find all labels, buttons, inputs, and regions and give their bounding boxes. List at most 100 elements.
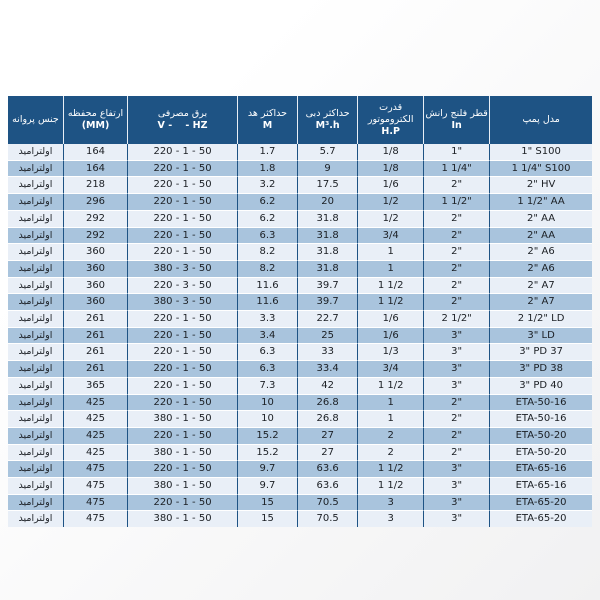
table-cell: 2" AA: [489, 209, 592, 227]
table-row: اولترامید 360 380 - 3 - 50 11.6 39.7 1 1/2 2" 2…: [8, 293, 592, 311]
table-cell: ETA-50-20: [489, 426, 592, 444]
table-cell: 3/4: [357, 360, 424, 377]
table-cell: اولترامید: [8, 360, 63, 377]
table-cell: 2": [423, 393, 490, 411]
table-cell: 1 1/4": [423, 159, 490, 177]
table-cell: 2 1/2" LD: [489, 310, 592, 327]
table-row: اولترامید 425 220 - 1 - 50 10 26.8 1 2" ETA-50-…: [8, 393, 592, 411]
table-cell: 425: [62, 410, 128, 427]
table-cell: 8.2: [236, 259, 298, 277]
table-cell: 15.2: [236, 426, 298, 444]
column-header-line: مدل پمپ: [522, 114, 560, 125]
table-cell: 3: [357, 493, 424, 511]
column-header-line: M³.h: [315, 120, 340, 131]
table-cell: 2" A7: [489, 293, 592, 311]
table-cell: 164: [62, 159, 128, 177]
table-cell: 1/2: [357, 209, 424, 227]
table-cell: 220 - 1 - 50: [127, 310, 237, 327]
table-cell: 2": [423, 243, 490, 260]
table-row: اولترامید 475 380 - 1 - 50 15 70.5 3 3" ETA-65-…: [8, 510, 592, 528]
table-cell: اولترامید: [8, 310, 63, 327]
table-cell: 475: [62, 493, 128, 511]
table-cell: 380 - 1 - 50: [127, 410, 237, 427]
table-cell: 220 - 1 - 50: [127, 493, 237, 511]
table-cell: 1 1/4" S100: [489, 159, 592, 177]
column-header-housing-height: ارتفاع محفظه (MM): [62, 96, 128, 144]
column-header-line: قطر فلنج رانش: [425, 108, 488, 119]
table-cell: 31.8: [297, 259, 358, 277]
column-header-line: H.P: [381, 126, 400, 137]
table-cell: 3.3: [236, 310, 298, 327]
table-cell: ETA-65-20: [489, 493, 592, 511]
table-cell: 3": [423, 477, 490, 494]
table-row: اولترامید 292 220 - 1 - 50 6.2 31.8 1/2 2" 2" A…: [8, 209, 592, 227]
table-cell: 220 - 3 - 50: [127, 276, 237, 294]
table-cell: 1.7: [236, 144, 298, 160]
table-cell: 1/2: [357, 193, 424, 210]
table-cell: 20: [297, 193, 358, 210]
table-cell: 31.8: [297, 226, 358, 244]
table-cell: 17.5: [297, 176, 358, 194]
table-cell: 6.3: [236, 226, 298, 244]
table-cell: 42: [297, 376, 358, 394]
table-cell: 1 1/2" AA: [489, 193, 592, 210]
table-cell: 6.3: [236, 343, 298, 361]
table-cell: 3" PD 40: [489, 376, 592, 394]
table-cell: ETA-50-16: [489, 410, 592, 427]
table-cell: 360: [62, 259, 128, 277]
table-cell: 1/8: [357, 159, 424, 177]
table-header-row: جنس پروانه ارتفاع محفظه (MM) برق مصرفی V - -…: [8, 96, 592, 144]
column-header-line: M: [262, 120, 273, 131]
table-cell: 475: [62, 477, 128, 494]
table-cell: 220 - 1 - 50: [127, 393, 237, 411]
table-cell: اولترامید: [8, 144, 63, 160]
table-cell: 2": [423, 176, 490, 194]
column-header-pump-model: مدل پمپ: [489, 96, 592, 144]
table-cell: 2" AA: [489, 226, 592, 244]
table-cell: 2": [423, 293, 490, 311]
table-cell: 2 1/2": [423, 310, 490, 327]
table-cell: 220 - 1 - 50: [127, 144, 237, 160]
table-cell: 1.8: [236, 159, 298, 177]
table-cell: اولترامید: [8, 193, 63, 210]
table-row: اولترامید 475 220 - 1 - 50 15 70.5 3 3" ETA-65-…: [8, 493, 592, 511]
table-cell: 6.3: [236, 360, 298, 377]
table-row: اولترامید 261 220 - 1 - 50 3.4 25 1/6 3" 3" LD: [8, 326, 592, 344]
table-cell: اولترامید: [8, 376, 63, 394]
table-cell: اولترامید: [8, 510, 63, 528]
column-header-line: V - - HZ: [157, 120, 208, 131]
table-cell: 3.2: [236, 176, 298, 194]
table-cell: اولترامید: [8, 393, 63, 411]
table-cell: اولترامید: [8, 477, 63, 494]
table-row: اولترامید 425 220 - 1 - 50 15.2 27 2 2" ETA-50-…: [8, 426, 592, 444]
table-cell: 3.4: [236, 326, 298, 344]
table-cell: 3": [423, 493, 490, 511]
table-cell: اولترامید: [8, 443, 63, 461]
table-cell: 27: [297, 443, 358, 461]
table-cell: 2": [423, 259, 490, 277]
table-cell: 2: [357, 426, 424, 444]
table-cell: 1 1/2: [357, 276, 424, 294]
table-cell: 1/8: [357, 144, 424, 160]
table-cell: 15.2: [236, 443, 298, 461]
table-cell: 3/4: [357, 226, 424, 244]
table-cell: 1": [423, 144, 490, 160]
table-cell: 10: [236, 410, 298, 427]
table-cell: 3" PD 38: [489, 360, 592, 377]
table-cell: 39.7: [297, 293, 358, 311]
table-cell: 1 1/2: [357, 293, 424, 311]
table-cell: ETA-50-20: [489, 443, 592, 461]
table-cell: 261: [62, 310, 128, 327]
table-cell: 1 1/2: [357, 376, 424, 394]
table-cell: 220 - 1 - 50: [127, 176, 237, 194]
table-row: اولترامید 218 220 - 1 - 50 3.2 17.5 1/6 2" 2" H…: [8, 176, 592, 194]
table-cell: 164: [62, 144, 128, 160]
table-cell: 10: [236, 393, 298, 411]
table-cell: 15: [236, 493, 298, 511]
table-cell: 5.7: [297, 144, 358, 160]
table-cell: 22.7: [297, 310, 358, 327]
table-cell: 220 - 1 - 50: [127, 360, 237, 377]
table-cell: 220 - 1 - 50: [127, 460, 237, 478]
table-cell: 6.2: [236, 209, 298, 227]
